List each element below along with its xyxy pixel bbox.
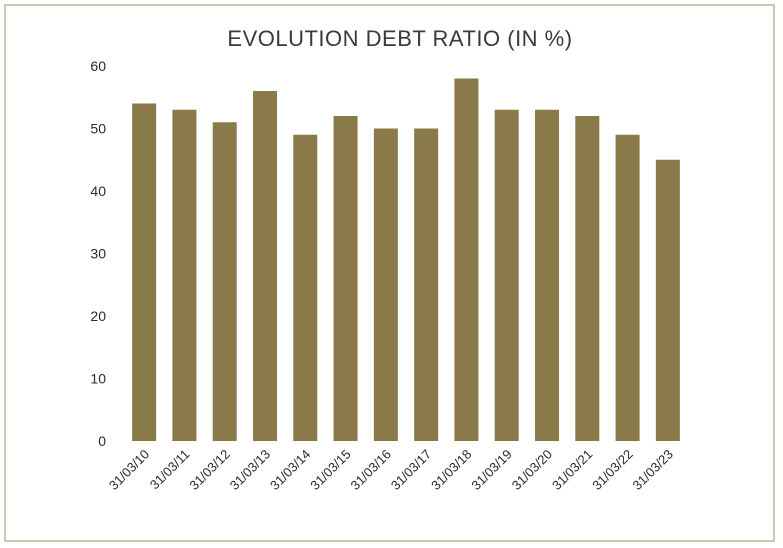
bar-31-03-15 [333, 116, 358, 441]
bar-31-03-14 [293, 134, 318, 441]
bar-31-03-10 [132, 103, 157, 441]
bar-31-03-21 [575, 116, 600, 441]
bar-31-03-11 [172, 109, 197, 441]
x-tick-label: 31/03/14 [267, 447, 313, 493]
bar-31-03-12 [212, 122, 237, 441]
y-tick-label: 20 [90, 308, 106, 324]
y-tick-label: 60 [90, 58, 106, 74]
y-axis-ticks: 0 10 20 30 40 50 60 [90, 58, 106, 449]
x-tick-label: 31/03/22 [589, 447, 635, 493]
bar-31-03-16 [373, 128, 398, 441]
x-tick-label: 31/03/21 [549, 447, 595, 493]
bar-31-03-23 [655, 159, 680, 441]
bar-31-03-20 [535, 109, 559, 441]
x-tick-label: 31/03/13 [227, 447, 273, 493]
x-tick-label: 31/03/17 [388, 447, 434, 493]
bars [132, 78, 680, 441]
x-tick-label: 31/03/15 [307, 447, 353, 493]
y-tick-label: 40 [90, 183, 106, 199]
x-tick-label: 31/03/18 [428, 447, 474, 493]
bar-31-03-18 [454, 78, 479, 441]
x-tick-label: 31/03/11 [147, 447, 193, 493]
bar-31-03-13 [253, 91, 277, 441]
x-tick-label: 31/03/12 [186, 447, 232, 493]
x-tick-label: 31/03/16 [348, 447, 394, 493]
x-axis-ticks: 31/03/1031/03/1131/03/1231/03/1331/03/14… [106, 447, 676, 493]
y-tick-label: 50 [90, 121, 106, 137]
x-tick-label: 31/03/20 [509, 447, 555, 493]
bar-31-03-19 [494, 109, 519, 441]
x-tick-label: 31/03/10 [106, 447, 152, 493]
bar-31-03-22 [615, 134, 640, 441]
chart-title: EVOLUTION DEBT RATIO (IN %) [227, 26, 572, 51]
x-tick-label: 31/03/19 [468, 447, 514, 493]
y-tick-label: 0 [98, 433, 106, 449]
y-tick-label: 10 [90, 371, 106, 387]
bar-31-03-17 [414, 128, 439, 441]
x-tick-label: 31/03/23 [630, 447, 676, 493]
y-tick-label: 30 [90, 246, 106, 262]
